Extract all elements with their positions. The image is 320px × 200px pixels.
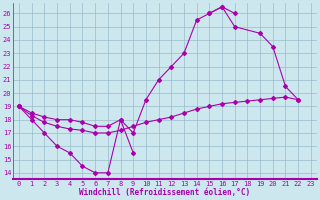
X-axis label: Windchill (Refroidissement éolien,°C): Windchill (Refroidissement éolien,°C): [79, 188, 251, 197]
